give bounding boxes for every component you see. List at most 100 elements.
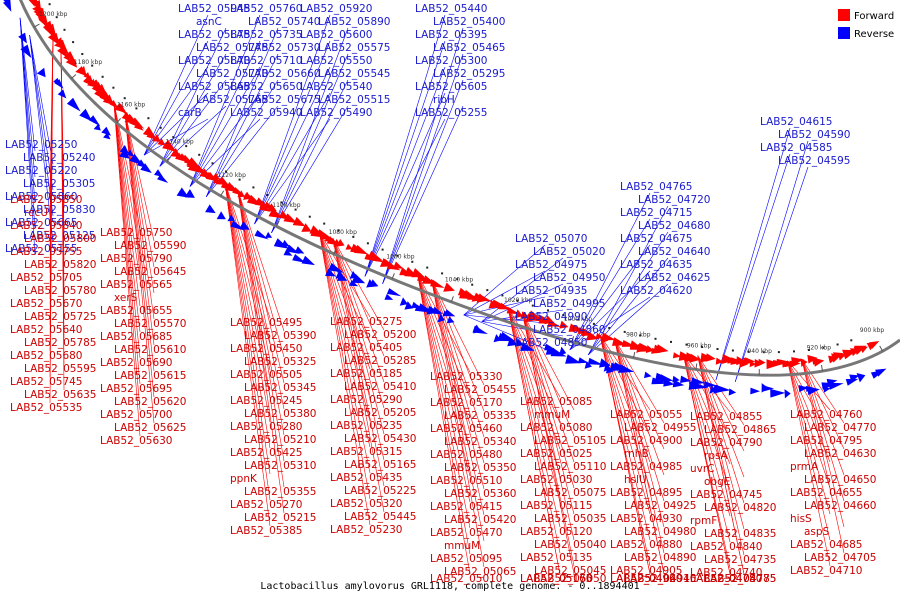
reverse-gene-label: LAB52_04950 xyxy=(533,272,606,284)
reverse-gene-label: LAB52_05070 xyxy=(515,233,588,245)
forward-gene-label: LAB52_05615 xyxy=(114,370,187,382)
reverse-gene-feature xyxy=(828,382,844,390)
reverse-gene-feature xyxy=(184,189,195,198)
reverse-gene-feature xyxy=(239,221,250,230)
forward-gene-feature xyxy=(559,320,569,329)
forward-gene-label: LAB52_05705 xyxy=(10,272,83,284)
reverse-gene-feature xyxy=(399,297,408,306)
map-caption: Lactobacillus amylovorus GRL1118, comple… xyxy=(260,581,639,592)
forward-gene-feature xyxy=(49,32,61,46)
forward-gene-feature xyxy=(102,94,114,106)
reverse-gene-feature xyxy=(507,337,518,347)
reverse-gene-feature xyxy=(79,108,93,122)
reverse-gene-feature xyxy=(798,385,809,393)
forward-gene-label: LAB52_05085 xyxy=(520,396,593,408)
forward-leader-line xyxy=(417,273,471,451)
feature-marker xyxy=(308,215,311,218)
tick-label: 1140 kbp xyxy=(165,139,193,146)
feature-marker xyxy=(562,314,565,317)
reverse-leader-line xyxy=(364,92,446,277)
feature-marker xyxy=(731,349,734,352)
reverse-leader-line xyxy=(143,40,209,156)
forward-gene-feature xyxy=(869,341,880,349)
forward-gene-label: prmA xyxy=(790,461,819,473)
reverse-leader-line xyxy=(159,79,227,167)
reverse-gene-label: LAB52_05575 xyxy=(318,42,391,54)
forward-gene-label: LAB52_05620 xyxy=(114,396,187,408)
reverse-gene-feature xyxy=(709,385,717,394)
reverse-leader-line xyxy=(29,34,54,165)
forward-gene-label: rpsA xyxy=(704,450,728,462)
tick-label: 940 kbp xyxy=(747,348,772,355)
reverse-gene-feature xyxy=(54,79,64,89)
forward-gene-label: LAB52_04905 xyxy=(610,565,683,577)
reverse-leader-line xyxy=(463,270,546,316)
forward-gene-feature xyxy=(800,358,808,367)
forward-gene-label: LAB52_05280 xyxy=(230,421,303,433)
forward-gene-label: LAB52_05030 xyxy=(520,474,593,486)
forward-leader-line xyxy=(522,311,575,575)
reverse-gene-feature xyxy=(140,163,152,173)
reverse-leader-line xyxy=(569,270,651,350)
forward-gene-feature xyxy=(499,302,511,310)
forward-leader-line xyxy=(237,189,285,436)
forward-gene-label: LAB52_04890 xyxy=(624,552,697,564)
reverse-leader-line xyxy=(19,17,36,256)
forward-leader-line xyxy=(224,182,271,527)
reverse-gene-feature xyxy=(750,387,760,395)
forward-leader-line xyxy=(682,353,731,491)
forward-gene-label: LAB52_04785 xyxy=(704,573,777,585)
reverse-leader-line xyxy=(29,34,54,243)
forward-leader-line xyxy=(237,189,285,462)
forward-leader-line xyxy=(682,353,731,575)
forward-leader-line xyxy=(682,353,731,465)
reverse-gene-label: LAB52_05735 xyxy=(230,29,303,41)
reverse-gene-feature xyxy=(651,377,668,385)
forward-gene-label: LAB52_04980 xyxy=(624,526,697,538)
forward-gene-label: LAB52_05535 xyxy=(10,402,83,414)
forward-leader-line xyxy=(332,237,385,409)
tick-label: 1160 kbp xyxy=(117,101,145,108)
reverse-gene-label: LAB52_05600 xyxy=(300,29,373,41)
forward-leader-line xyxy=(801,359,845,424)
forward-gene-label: LAB52_04895 xyxy=(610,487,683,499)
forward-gene-label: LAB52_04775 xyxy=(704,573,777,585)
reverse-gene-feature xyxy=(328,262,344,273)
reverse-gene-feature xyxy=(265,231,273,238)
reverse-leader-line xyxy=(29,34,54,217)
reverse-gene-label: LAB52_05305 xyxy=(23,178,96,190)
forward-leader-line xyxy=(522,311,575,463)
forward-gene-label: LAB52_04630 xyxy=(804,448,877,460)
reverse-gene-feature xyxy=(337,272,348,281)
forward-gene-feature xyxy=(791,357,805,365)
forward-gene-feature xyxy=(672,352,682,359)
reverse-gene-feature xyxy=(577,357,589,364)
forward-leader-line xyxy=(522,311,575,437)
forward-gene-label: LAB52_05080 xyxy=(520,422,593,434)
reverse-gene-feature xyxy=(176,187,190,198)
reverse-gene-feature xyxy=(558,346,567,356)
forward-leader-line xyxy=(237,189,285,358)
forward-gene-label: LAB52_05645 xyxy=(114,266,187,278)
forward-leader-line xyxy=(787,360,831,541)
forward-gene-label: LAB52_05800 xyxy=(24,233,97,245)
reverse-gene-feature xyxy=(849,374,860,382)
reverse-leader-line xyxy=(143,92,209,156)
forward-gene-feature xyxy=(115,103,128,115)
tick-label: 1060 kbp xyxy=(386,254,414,261)
forward-gene-label: LAB52_05320 xyxy=(330,498,403,510)
feature-marker xyxy=(63,28,66,31)
forward-gene-label: LAB52_05755 xyxy=(10,246,83,258)
feature-marker xyxy=(211,162,214,165)
feature-marker xyxy=(639,334,642,337)
forward-leader-line xyxy=(431,279,485,490)
reverse-gene-label: LAB52_05945 xyxy=(178,3,251,15)
reverse-leader-line xyxy=(189,40,261,187)
forward-gene-label: LAB52_05330 xyxy=(430,371,503,383)
feature-marker xyxy=(777,351,780,354)
reverse-gene-label: LAB52_04715 xyxy=(620,207,693,219)
forward-leader-line xyxy=(237,189,285,332)
reverse-gene-label: LAB52_04595 xyxy=(778,155,851,167)
reverse-leader-line xyxy=(364,118,446,277)
